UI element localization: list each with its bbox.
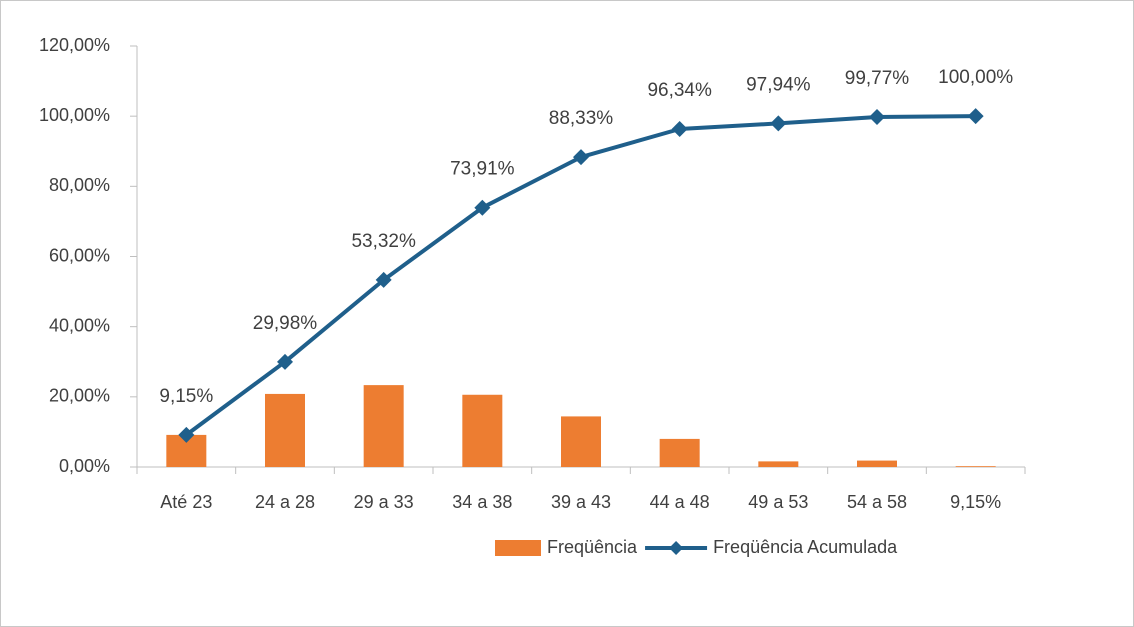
data-label: 99,77% xyxy=(845,68,910,89)
x-tick-label: 29 a 33 xyxy=(354,492,414,512)
legend-swatch xyxy=(495,540,541,556)
data-label: 88,33% xyxy=(549,108,614,129)
x-tick-label: 24 a 28 xyxy=(255,492,315,512)
data-label: 100,00% xyxy=(938,67,1013,88)
bar xyxy=(462,394,503,467)
x-tick-label: 54 a 58 xyxy=(847,492,907,512)
x-tick-label: 44 a 48 xyxy=(650,492,710,512)
line-marker xyxy=(474,199,491,216)
data-label: 73,91% xyxy=(450,159,515,180)
line-marker xyxy=(277,353,293,370)
line-marker xyxy=(770,115,787,132)
line-marker xyxy=(671,121,688,138)
data-label: 97,94% xyxy=(746,74,811,95)
x-tick-label: 9,15% xyxy=(950,492,1001,512)
legend-swatch-marker xyxy=(669,541,684,555)
y-tick-label: 100,00% xyxy=(39,105,110,125)
y-tick-label: 20,00% xyxy=(49,386,110,406)
line-marker xyxy=(573,149,589,166)
bar xyxy=(758,461,799,467)
x-tick-label: 49 a 53 xyxy=(748,492,808,512)
legend-label: Freqüência Acumulada xyxy=(713,537,898,557)
line-marker xyxy=(178,426,195,443)
data-label: 53,32% xyxy=(351,231,416,252)
line-marker xyxy=(967,108,984,125)
y-tick-label: 0,00% xyxy=(59,456,110,476)
y-tick-label: 80,00% xyxy=(49,175,110,195)
x-tick-label: Até 23 xyxy=(160,492,212,512)
y-tick-label: 120,00% xyxy=(39,35,110,55)
bar xyxy=(363,385,404,467)
data-label: 96,34% xyxy=(647,80,712,101)
x-tick-label: 34 a 38 xyxy=(452,492,512,512)
line-marker xyxy=(869,108,885,125)
bar xyxy=(265,393,305,467)
bar xyxy=(857,460,897,467)
x-tick-label: 39 a 43 xyxy=(551,492,611,512)
bar xyxy=(659,438,700,467)
data-label: 29,98% xyxy=(253,313,318,334)
y-tick-label: 40,00% xyxy=(49,315,110,335)
bar xyxy=(561,416,601,467)
bar xyxy=(955,466,996,467)
line-marker xyxy=(375,271,392,288)
y-tick-label: 60,00% xyxy=(49,245,110,265)
legend-label: Freqüência xyxy=(547,537,638,557)
data-label: 9,15% xyxy=(159,386,213,407)
